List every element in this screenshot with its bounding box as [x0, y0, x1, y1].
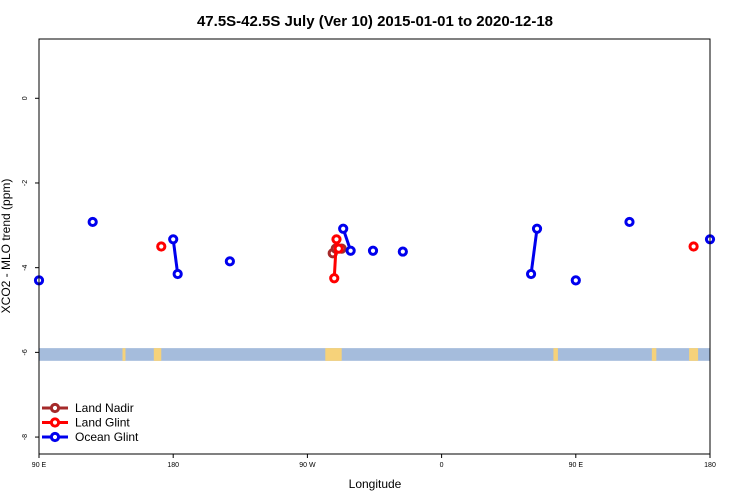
- series-line: [171, 239, 180, 275]
- x-tick-label: 180: [704, 462, 716, 469]
- data-point: [345, 245, 356, 256]
- data-point: [525, 268, 537, 280]
- data-point: [172, 268, 183, 280]
- series-layer: [33, 216, 716, 286]
- axis-ticks: 90 E 180 90 W 0 90 E 180 0 -2 -4 -6 -8: [22, 96, 716, 469]
- x-tick-label: 90 E: [32, 462, 47, 469]
- land-segment: [689, 348, 699, 361]
- ocean-band: [39, 348, 710, 361]
- legend-label: Land Nadir: [75, 401, 134, 415]
- y-axis-label: XCO2 - MLO trend (ppm): [0, 179, 13, 314]
- data-point: [156, 241, 167, 252]
- x-tick-label: 0: [440, 462, 444, 469]
- data-point: [329, 273, 340, 284]
- legend-label: Land Glint: [75, 416, 130, 430]
- chart-title: 47.5S-42.5S July (Ver 10) 2015-01-01 to …: [197, 13, 553, 30]
- data-point: [367, 245, 379, 256]
- y-tick-label: -2: [22, 180, 29, 186]
- plot-frame: [38, 38, 711, 455]
- legend-label: Ocean Glint: [75, 430, 139, 444]
- series-ocean-glint: [33, 216, 716, 286]
- legend-swatch-marker: [49, 402, 61, 414]
- land-segment: [553, 348, 558, 361]
- data-point: [87, 216, 98, 228]
- data-point: [168, 234, 179, 245]
- data-point: [331, 234, 342, 245]
- land-ocean-band: [39, 348, 710, 361]
- series-line: [529, 228, 539, 275]
- data-point: [333, 243, 344, 254]
- land-segment: [153, 348, 162, 361]
- x-axis-label: Longitude: [349, 477, 402, 491]
- data-point: [338, 223, 349, 234]
- land-segment: [122, 348, 126, 361]
- land-segment: [651, 348, 657, 361]
- x-tick-label: 90 E: [569, 462, 584, 469]
- land-segment: [325, 348, 342, 361]
- legend-swatch-marker: [49, 431, 61, 443]
- x-tick-label: 180: [167, 462, 179, 469]
- data-point: [688, 241, 699, 252]
- data-point: [570, 275, 581, 286]
- legend-swatch-marker: [49, 417, 61, 428]
- x-tick-label: 90 W: [299, 462, 316, 469]
- y-tick-label: 0: [22, 96, 29, 100]
- y-tick-label: -8: [22, 434, 29, 440]
- series-land-glint: [156, 234, 699, 284]
- y-tick-label: -6: [22, 349, 29, 355]
- y-tick-label: -4: [22, 264, 29, 270]
- data-point: [224, 256, 235, 267]
- data-point: [397, 246, 408, 257]
- data-point: [531, 223, 543, 234]
- data-point: [624, 216, 635, 228]
